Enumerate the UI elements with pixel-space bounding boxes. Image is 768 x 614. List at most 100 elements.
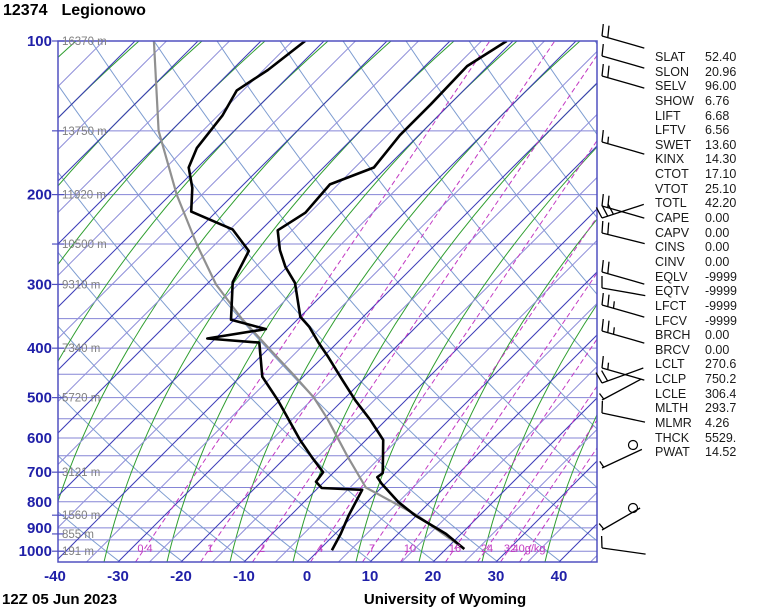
stat-label: BRCV — [655, 342, 690, 357]
stat-value: 0.00 — [705, 211, 730, 226]
isotherm-line — [58, 41, 262, 245]
dry-adiabat-line — [58, 393, 247, 562]
stat-row: EQLV -9999 — [655, 270, 737, 285]
stat-row: LIFT 6.68 — [655, 109, 737, 124]
stat-label: CINV — [655, 254, 685, 269]
wind-barb-icon — [601, 293, 645, 318]
wind-barb-column — [595, 24, 646, 555]
moist-adiabat-line — [103, 41, 455, 562]
isotherm-line — [275, 239, 597, 562]
stat-row: LFTV 6.56 — [655, 123, 737, 138]
isotherm-line — [306, 271, 597, 562]
stat-label: THCK — [655, 430, 690, 445]
stat-label: EQLV — [655, 269, 688, 284]
stat-row: SLON 20.96 — [655, 65, 737, 80]
mixing-ratio-label: 0.4 — [137, 543, 152, 555]
pressure-axis-label: 500 — [27, 390, 52, 407]
isotherm-line — [58, 41, 356, 340]
mixing-ratio-label: 40g/kg — [512, 543, 545, 555]
isotherm-line — [58, 41, 388, 371]
pressure-axis-label: 800 — [27, 494, 52, 511]
temp-axis-label: -40 — [44, 568, 66, 585]
stat-row: BRCV 0.00 — [655, 343, 737, 358]
stat-row: LCLP 750.2 — [655, 372, 737, 387]
wind-barb-icon — [601, 400, 646, 423]
temp-axis-label: -20 — [170, 568, 192, 585]
stat-label: LCLE — [655, 386, 687, 401]
moist-adiabat-line — [58, 41, 392, 503]
stat-value: 20.96 — [705, 64, 737, 79]
isotherm-line — [58, 41, 419, 403]
moist-adiabat-line — [229, 41, 581, 562]
stat-label: LFCT — [655, 298, 687, 313]
wind-barb-icon — [598, 507, 641, 531]
stat-value: 17.10 — [705, 167, 737, 182]
stat-label: CTOT — [655, 167, 689, 182]
dry-adiabat-line — [405, 41, 597, 295]
stat-value: -9999 — [705, 313, 737, 328]
dry-adiabat-line — [216, 41, 597, 489]
stat-value: -9999 — [705, 298, 737, 313]
stat-value: 25.10 — [705, 181, 737, 196]
plot-border — [57, 40, 598, 563]
station-name: Legionowo — [61, 2, 146, 19]
wind-barb-icon — [601, 319, 645, 344]
dry-adiabat-line — [90, 41, 562, 562]
stat-row: LCLE 306.4 — [655, 387, 737, 402]
isotherm-line — [401, 365, 597, 562]
stat-label: LFTV — [655, 123, 686, 138]
temp-axis-label: -10 — [233, 568, 255, 585]
isotherm-line — [58, 41, 167, 151]
stat-row: SLAT 52.40 — [655, 50, 737, 65]
stat-row: VTOT 25.10 — [655, 182, 737, 197]
wind-barb-icon — [601, 44, 645, 69]
wind-barb-icon — [601, 24, 645, 49]
stat-row: CINV 0.00 — [655, 255, 737, 270]
stat-label: CAPE — [655, 211, 690, 226]
stat-label: TOTL — [655, 196, 687, 211]
height-label: 13750 m — [62, 126, 107, 138]
wind-barb-icon — [601, 194, 645, 219]
height-label: 1560 m — [62, 510, 100, 522]
stat-label: LCLP — [655, 372, 687, 387]
stat-row: LCLT 270.6 — [655, 357, 737, 372]
pressure-axis-label: 900 — [27, 520, 52, 537]
stat-row: PWAT 14.52 — [655, 445, 737, 460]
isotherm-line — [86, 50, 597, 562]
isotherm-line — [58, 41, 199, 182]
stat-row: THCK 5529. — [655, 431, 737, 446]
dry-adiabat-line — [342, 41, 597, 366]
isotherm-line — [432, 397, 597, 562]
wind-barb-icon — [601, 64, 645, 89]
stat-row: MLMR 4.26 — [655, 416, 737, 431]
pressure-axis-label: 200 — [27, 187, 52, 204]
stat-row: CTOT 17.10 — [655, 167, 737, 182]
temp-axis-label: -30 — [107, 568, 129, 585]
height-label: 11920 m — [62, 190, 106, 202]
stat-label: KINX — [655, 152, 685, 167]
moist-adiabat-line — [0, 41, 13, 562]
stat-label: BRCH — [655, 328, 691, 343]
dry-adiabat-line — [58, 84, 499, 562]
pressure-axis-label: 400 — [27, 340, 52, 357]
stat-value: 0.00 — [705, 225, 730, 240]
wind-barb-icon — [601, 220, 645, 245]
isotherm-line — [58, 41, 230, 214]
temp-axis-label: 30 — [488, 568, 505, 585]
height-label: 9310 m — [62, 279, 100, 291]
wind-barb-icon — [595, 203, 645, 219]
mixing-ratio-line — [519, 447, 597, 562]
stat-value: 4.26 — [705, 416, 730, 431]
stat-row: LFCV -9999 — [655, 314, 737, 329]
height-label: 7340 m — [62, 343, 100, 355]
isotherm-line — [338, 302, 597, 562]
stat-row: SHOW 6.76 — [655, 94, 737, 109]
stat-row: KINX 14.30 — [655, 152, 737, 167]
stat-label: SWET — [655, 137, 692, 152]
stat-value: 42.20 — [705, 196, 737, 211]
isotherm-line — [58, 41, 451, 434]
station-id: 12374 — [3, 2, 48, 19]
stat-label: EQTV — [655, 284, 690, 299]
